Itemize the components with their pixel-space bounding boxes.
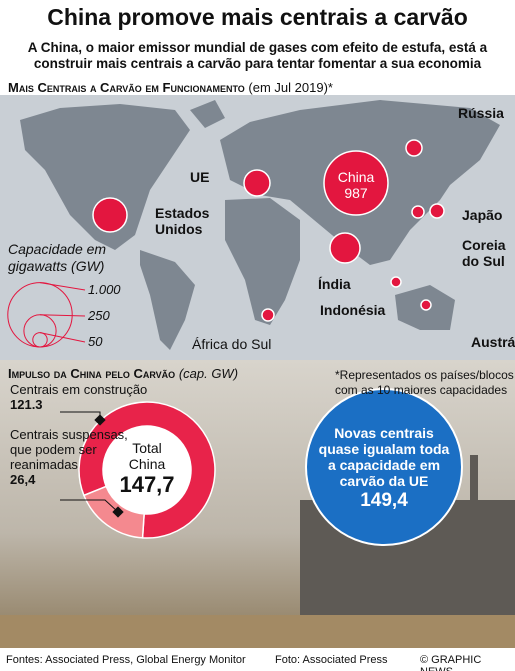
country-label: Estados Unidos: [155, 205, 210, 237]
legend-entry: Centrais em construção 121.3: [10, 382, 147, 412]
leader: [60, 499, 119, 513]
photo-ground: [0, 615, 515, 648]
legend-entry: Centrais suspensas, que podem ser reanim…: [10, 427, 128, 487]
data-label: 987: [344, 185, 368, 201]
map-title-text: Mais Centrais a Carvão em Funcionamento: [8, 80, 245, 95]
country-label: Indonésia: [320, 302, 386, 318]
data-label: 121.3: [10, 397, 43, 412]
country-label: UE: [190, 169, 210, 185]
total-label: Total China: [128, 440, 166, 472]
bubble: [405, 139, 423, 157]
bubble: [411, 205, 425, 219]
map-subtitle: (em Jul 2019)*: [248, 80, 333, 95]
donut-title: Impulso da China pelo Carvão (cap. GW): [8, 366, 238, 381]
country-label: Rússia: [458, 105, 504, 121]
bubble: [261, 308, 275, 322]
total-value: 147,7: [119, 472, 175, 497]
bubble: [92, 197, 128, 233]
sources: Fontes: Associated Press, Global Energy …: [6, 654, 246, 666]
map-title: Mais Centrais a Carvão em Funcionamento …: [8, 80, 333, 95]
callout: Novas centrais quase igualam toda a capa…: [318, 425, 450, 513]
legend-leader: [39, 332, 86, 343]
note: *Representados os países/blocos com as 1…: [335, 368, 514, 397]
legend-label: Centrais em construção: [10, 382, 148, 397]
callout-value: 149,4: [360, 490, 408, 511]
subtitle: A China, o maior emissor mundial de gase…: [27, 40, 488, 71]
country-label: Austrália: [471, 334, 515, 350]
legend-size-label: 50: [88, 334, 103, 349]
bubble: [420, 299, 432, 311]
country-label: Coreia do Sul: [462, 237, 506, 269]
country-label: Japão: [462, 207, 503, 223]
legend-size-label: 250: [88, 308, 110, 323]
credit: © GRAPHIC NEWS: [420, 654, 482, 671]
data-label: 26,4: [10, 472, 36, 487]
legend-label: Centrais suspensas, que podem ser reanim…: [10, 427, 128, 472]
country-label: África do Sul: [192, 336, 272, 352]
callout-circle: [305, 388, 463, 546]
donut-title-text: Impulso da China pelo Carvão: [8, 366, 176, 381]
legend-size-label: 1.000: [88, 282, 121, 297]
country-label: China: [337, 169, 375, 185]
title: China promove mais centrais a carvão: [47, 4, 468, 30]
bubble: [390, 276, 402, 288]
bubble: [329, 232, 361, 264]
legend-leader: [39, 314, 86, 317]
bubble: [323, 150, 389, 216]
donut-total: Total China 147,7: [97, 440, 197, 498]
donut-unit: (cap. GW): [178, 366, 239, 381]
country-label: Índia: [318, 276, 351, 292]
legend-title: Capacidade em gigawatts (GW): [8, 241, 107, 274]
photo-credit: Foto: Associated Press: [275, 654, 388, 666]
callout-text: Novas centrais quase igualam toda a capa…: [318, 425, 450, 489]
bubble: [243, 169, 271, 197]
bubble: [429, 203, 445, 219]
legend-leader: [39, 282, 86, 291]
donut-hole: [103, 426, 191, 514]
